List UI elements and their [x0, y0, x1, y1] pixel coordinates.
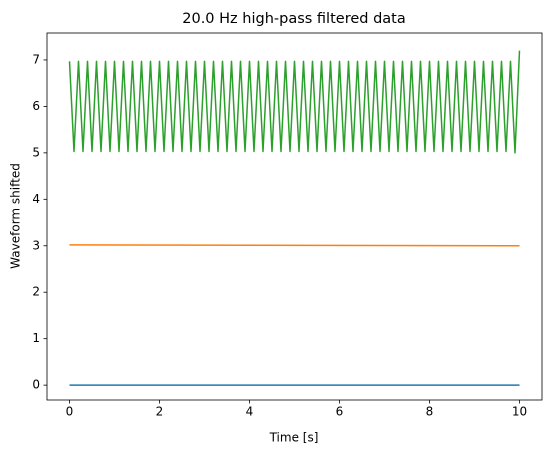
y-tick-label: 3 [32, 238, 40, 252]
x-tick-label: 8 [426, 405, 434, 419]
y-tick-label: 4 [32, 192, 40, 206]
x-tick-label: 10 [512, 405, 527, 419]
data-line [68, 50, 521, 154]
y-tick-label: 1 [32, 331, 40, 345]
x-axis-label: Time [s] [269, 431, 319, 445]
y-tick-label: 2 [32, 285, 40, 299]
y-tick-label: 7 [32, 52, 40, 66]
y-tick-label: 5 [32, 145, 40, 159]
x-tick-label: 2 [156, 405, 164, 419]
plot-frame [46, 32, 543, 401]
x-tick-label: 4 [246, 405, 254, 419]
x-tick-label: 0 [66, 405, 74, 419]
chart-title: 20.0 Hz high-pass filtered data [182, 11, 405, 27]
x-tick-label: 6 [336, 405, 344, 419]
y-tick-label: 0 [32, 378, 40, 392]
y-axis-label: Waveform shifted [9, 163, 23, 269]
y-tick-label: 6 [32, 99, 40, 113]
data-line [69, 244, 520, 247]
